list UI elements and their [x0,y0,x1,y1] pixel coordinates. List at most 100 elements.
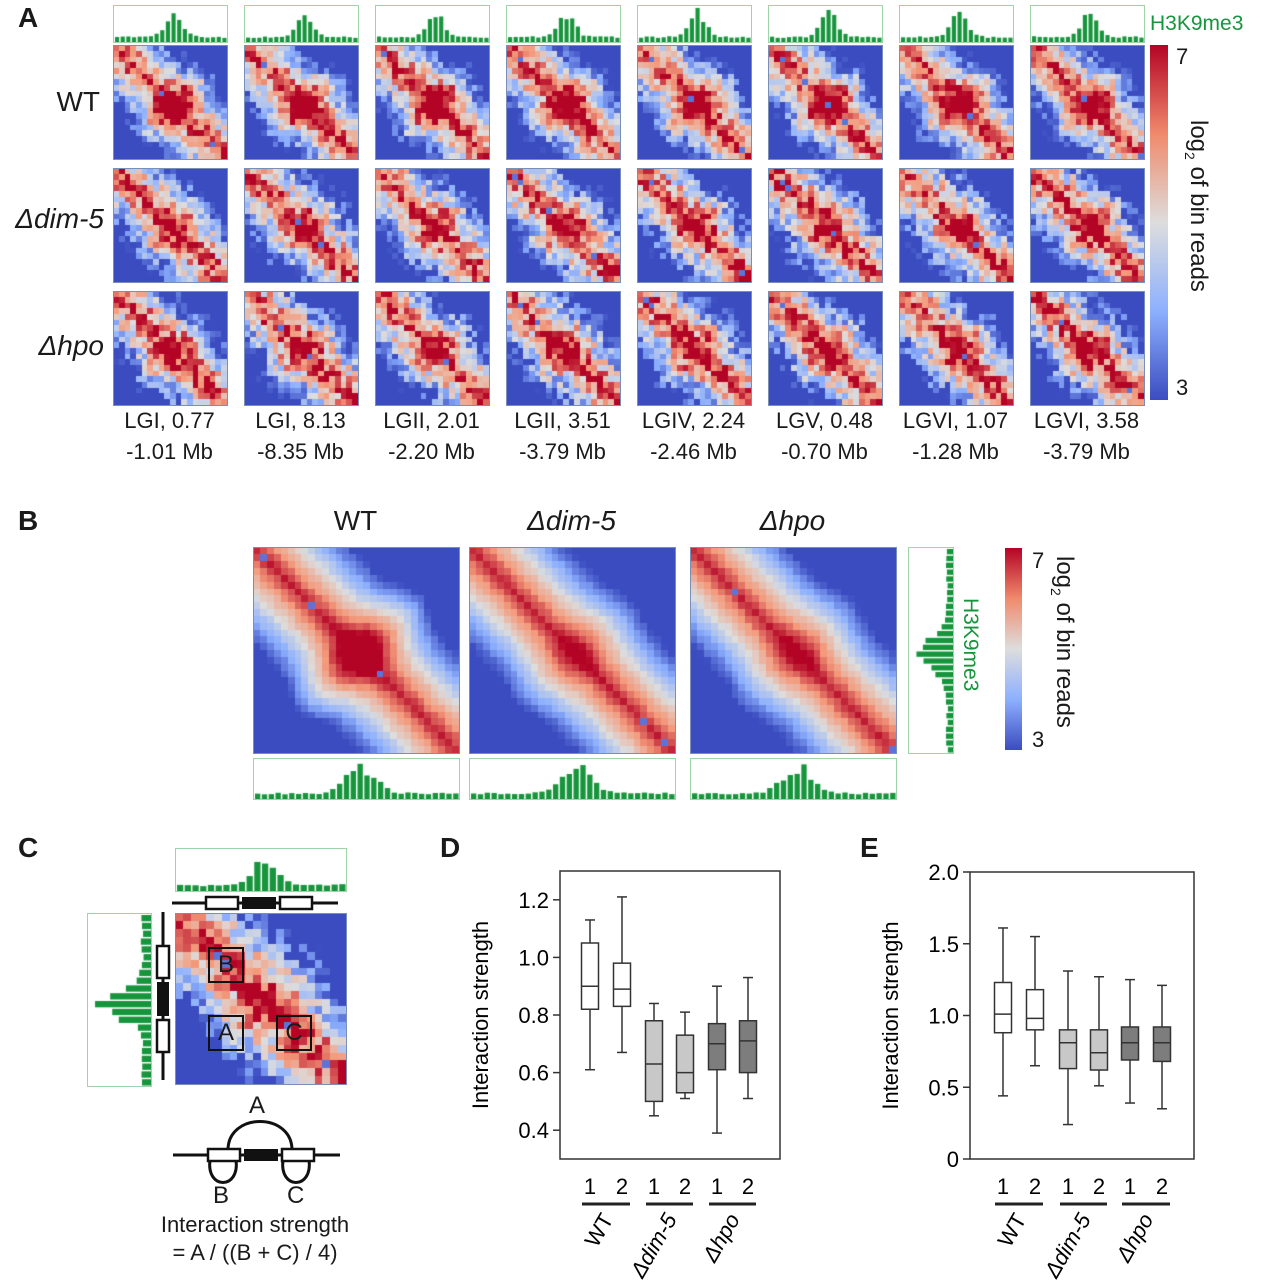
region-label: LGII, 2.01 [383,408,480,433]
hic-heatmap [113,291,228,406]
x-tick-label: 2 [616,1174,628,1199]
arc-label-c: C [287,1182,305,1209]
panel-label-d: D [440,832,461,863]
group-label: Δdim-5 [1039,1208,1096,1280]
colorbar-label-log: log [1051,556,1078,589]
panel-label-b: B [18,505,39,536]
colorbar-label-log: log [1185,120,1212,153]
horizontal-region-track [172,895,338,911]
y-tick-label: 1.2 [518,888,549,913]
y-tick-label: 0.6 [518,1061,549,1086]
region-label: LGI, 8.13 [255,408,346,433]
box-iqr [644,1020,664,1103]
region-box-c: C [276,1015,312,1051]
y-tick-label: 0.4 [518,1118,549,1143]
plot-frame [559,870,781,1160]
x-tick-label: 1 [997,1174,1009,1199]
group-label: WT [993,1209,1032,1251]
hic-heatmap [637,45,752,160]
colorbar-label-sub: 2 [1048,588,1065,596]
colorbar-a-max: 7 [1176,44,1189,69]
group-label: Δhpo [697,1209,745,1267]
region-label: LGVI, 3.58 [1033,408,1140,433]
y-axis-label: Interaction strength [468,921,493,1109]
box-iqr [738,1020,758,1074]
colorbar-a-min: 3 [1176,375,1189,400]
x-tick-label: 1 [648,1174,660,1199]
y-tick-label: 0.5 [928,1075,959,1100]
title-wt: WT [333,505,378,536]
example-hic-heatmap [175,913,347,1085]
region-box-b: B [208,947,244,983]
hic-heatmap [375,45,490,160]
hic-heatmap [113,168,228,283]
h3k9me3-track-a [113,5,228,43]
x-tick-label: 1 [1124,1174,1136,1199]
y-tick-label: 1.0 [928,1004,959,1029]
hic-heatmap [899,45,1014,160]
vertical-region-track [155,912,171,1080]
h3k9me3-track-a [899,5,1014,43]
row-label-hpo: Δhpo [38,330,104,361]
hic-heatmap [506,168,621,283]
hic-heatmap [1030,168,1145,283]
y-tick-label: 0.8 [518,1003,549,1028]
h3k9me3-track-c [175,848,347,892]
region-label: LGV, 0.48 [775,408,874,433]
hic-heatmap [506,45,621,160]
track-label-a: H3K9me3 [1150,12,1244,35]
h3k9me3-track-c-vertical [87,913,152,1087]
hic-heatmap [1030,291,1145,406]
group-label: Δdim-5 [625,1208,682,1280]
h3k9me3-track-a [1030,5,1145,43]
h3k9me3-track-a [375,5,490,43]
group-label: WT [580,1209,619,1251]
colorbar-b-label: log2 of bin reads [1048,556,1078,728]
h3k9me3-track-b-vertical [908,547,954,754]
hic-heatmap [506,291,621,406]
h3k9me3-track-a [506,5,621,43]
region-label: LGIV, 2.24 [641,408,746,433]
h3k9me3-track-a [768,5,883,43]
region-label: -0.70 Mb [781,439,868,464]
hic-heatmap [768,168,883,283]
box-iqr [1025,988,1045,1031]
panel-label-c: C [18,832,39,863]
colorbar-b-min: 3 [1032,727,1045,752]
x-tick-label: 1 [1062,1174,1074,1199]
colorbar-a-label: log2 of bin reads [1182,120,1212,292]
arc-label-a: A [249,1092,266,1119]
hic-heatmap [244,168,359,283]
y-tick-label: 1.5 [928,932,959,957]
box-iqr [1089,1029,1109,1071]
region-label: -1.28 Mb [912,439,999,464]
region-box-a: A [208,1015,244,1051]
track-label-b: H3K9me3 [959,598,982,692]
region-label: -2.46 Mb [650,439,737,464]
colorbar-label-sub: 2 [1182,152,1199,160]
h3k9me3-track-b [253,758,460,800]
hic-heatmap [244,291,359,406]
region-label: LGII, 3.51 [514,408,611,433]
h3k9me3-track-a [637,5,752,43]
colorbar-a [1150,45,1168,400]
h3k9me3-track-b [690,758,897,800]
y-axis-label: Interaction strength [878,921,903,1109]
average-hic-heatmap [469,547,676,754]
box-iqr [1058,1029,1078,1070]
x-tick-label: 2 [1156,1174,1168,1199]
box-iqr [1152,1026,1172,1063]
y-tick-label: 0 [947,1147,959,1172]
row-label-wt: WT [56,86,100,117]
panel-c-diagram [155,895,340,1184]
box-iqr [993,981,1013,1034]
hic-heatmap [375,291,490,406]
h3k9me3-track-b [469,758,676,800]
hic-heatmap [768,291,883,406]
arc-label-b: B [213,1182,230,1209]
region-label: -2.20 Mb [388,439,475,464]
region-label: -8.35 Mb [257,439,344,464]
